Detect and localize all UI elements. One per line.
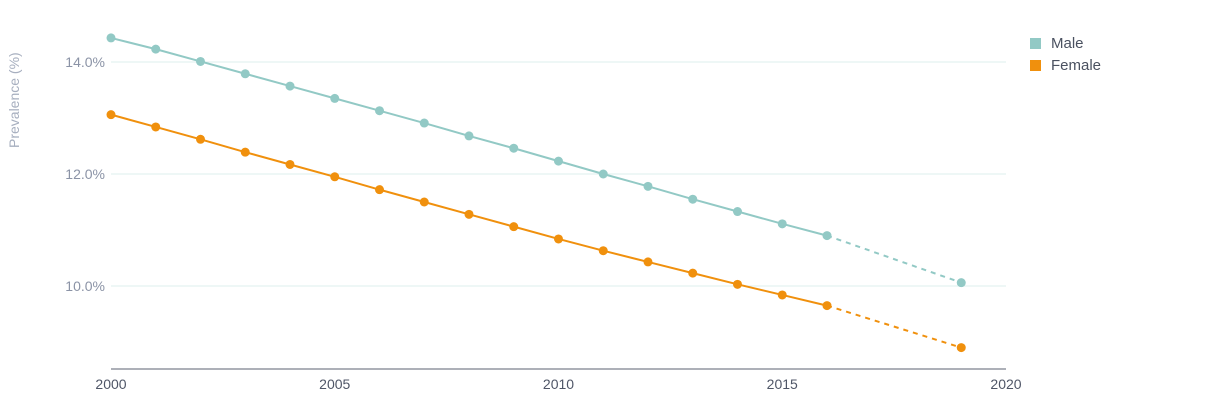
series-female [106, 110, 966, 353]
data-point-male [240, 69, 250, 79]
x-tick-label: 2015 [767, 376, 798, 392]
data-point-female [285, 159, 295, 169]
data-point-female [509, 222, 519, 232]
data-point-male [733, 207, 742, 217]
data-point-female [106, 110, 116, 120]
data-point-male [285, 81, 295, 91]
data-point-female [375, 185, 384, 195]
data-point-female [598, 246, 608, 256]
data-point-male [151, 44, 161, 54]
data-point-male [688, 194, 698, 204]
data-point-male [822, 231, 832, 241]
data-point-male [330, 93, 340, 103]
y-axis-label: Prevalence (%) [6, 52, 22, 148]
series-projection-male [826, 234, 962, 284]
data-point-male [956, 278, 966, 288]
x-tick-label: 2010 [543, 376, 574, 392]
x-axis: 2000 2005 2010 2015 2020 [95, 368, 1022, 392]
series-male [106, 33, 966, 288]
x-tick-label: 2000 [95, 376, 126, 392]
y-axis-label-container: Prevalence (%) [4, 30, 24, 160]
data-point-male [554, 156, 563, 166]
y-tick-label: 10.0% [65, 278, 105, 294]
series-layer [106, 33, 966, 353]
data-point-male [464, 131, 474, 141]
y-tick-label: 12.0% [65, 166, 105, 182]
data-point-female [419, 197, 429, 207]
data-point-female [554, 234, 563, 244]
legend: Male Female [1030, 32, 1101, 76]
data-point-male [196, 56, 205, 66]
gridlines: 10.0% 12.0% 14.0% [65, 54, 1006, 294]
x-tick-label: 2020 [990, 376, 1021, 392]
data-point-male [643, 181, 653, 191]
x-tick-label: 2005 [319, 376, 350, 392]
series-projection-female [826, 304, 962, 349]
data-point-male [419, 118, 429, 128]
data-point-female [956, 343, 966, 353]
data-point-female [196, 134, 205, 144]
legend-item-female[interactable]: Female [1030, 54, 1101, 76]
data-point-male [106, 33, 116, 43]
data-point-female [733, 279, 742, 289]
data-point-female [464, 209, 474, 219]
legend-label-female: Female [1051, 56, 1102, 74]
legend-label-male: Male [1051, 34, 1084, 52]
data-point-female [643, 257, 653, 267]
data-point-male [509, 143, 519, 153]
legend-item-male[interactable]: Male [1030, 32, 1101, 54]
data-point-female [151, 122, 161, 132]
y-tick-label: 14.0% [65, 54, 105, 70]
data-point-female [240, 147, 250, 157]
legend-swatch-female [1030, 59, 1041, 71]
data-point-male [375, 106, 384, 116]
data-point-female [330, 172, 340, 182]
data-point-male [777, 219, 787, 229]
data-point-female [777, 290, 787, 300]
legend-swatch-male [1030, 37, 1041, 49]
data-point-female [822, 301, 832, 311]
data-point-male [598, 169, 608, 179]
data-point-female [688, 268, 698, 278]
